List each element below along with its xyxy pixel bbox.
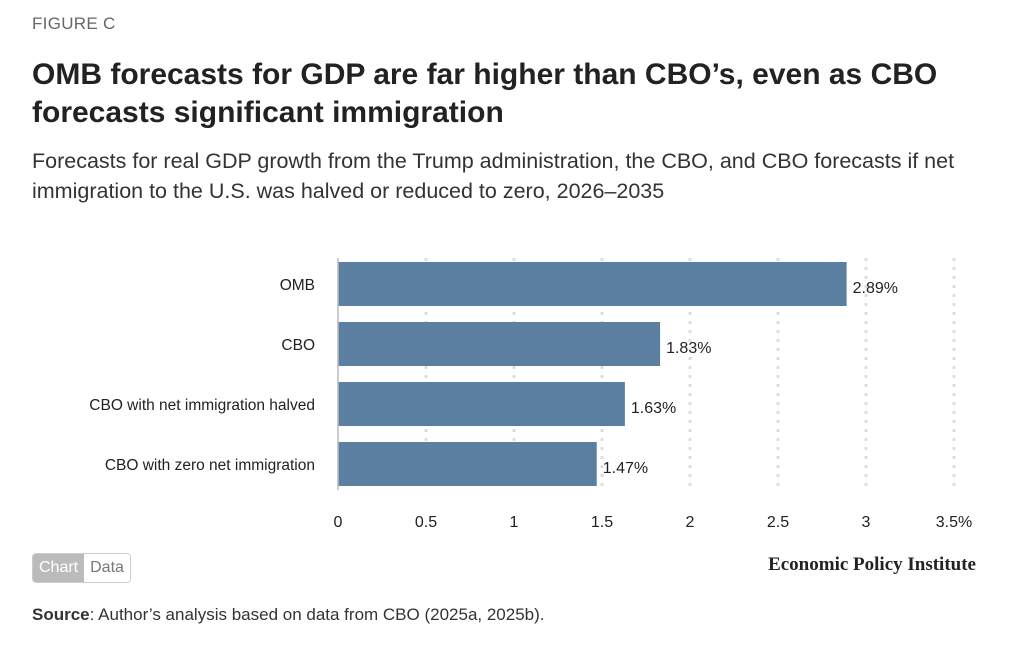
chart-title: OMB forecasts for GDP are far higher tha… <box>32 58 938 129</box>
bar <box>338 262 847 306</box>
x-tick-label: 3.5% <box>936 514 972 531</box>
bar <box>338 382 625 426</box>
data-label: 2.89% <box>853 280 898 297</box>
x-tick-label: 1 <box>510 514 519 531</box>
chart-toggle-button[interactable]: Chart <box>33 554 85 582</box>
category-label: CBO with zero net immigration <box>105 457 315 474</box>
bar <box>338 322 661 366</box>
data-label: 1.63% <box>631 400 676 417</box>
category-label: OMB <box>280 277 315 294</box>
figure-label: FIGURE C <box>32 14 116 33</box>
x-tick-label: 3 <box>862 514 871 531</box>
source-label: Source <box>32 605 90 624</box>
category-label: CBO <box>281 337 315 354</box>
x-tick-label: 0 <box>334 514 343 531</box>
x-tick-label: 2.5 <box>767 514 789 531</box>
source-note: Source: Author’s analysis based on data … <box>32 605 545 625</box>
data-label: 1.83% <box>666 340 711 357</box>
x-tick-label: 0.5 <box>415 514 437 531</box>
source-text: : Author’s analysis based on data from C… <box>89 605 545 624</box>
epi-logo: Economic Policy Institute <box>768 554 976 575</box>
data-toggle-button[interactable]: Data <box>84 554 130 582</box>
category-label: CBO with net immigration halved <box>89 397 315 414</box>
data-label: 1.47% <box>603 460 648 477</box>
bar <box>338 442 597 486</box>
x-tick-label: 2 <box>686 514 695 531</box>
x-tick-label: 1.5 <box>591 514 613 531</box>
view-toggle: Chart Data <box>32 553 131 583</box>
chart-subtitle: Forecasts for real GDP growth from the T… <box>32 149 955 203</box>
